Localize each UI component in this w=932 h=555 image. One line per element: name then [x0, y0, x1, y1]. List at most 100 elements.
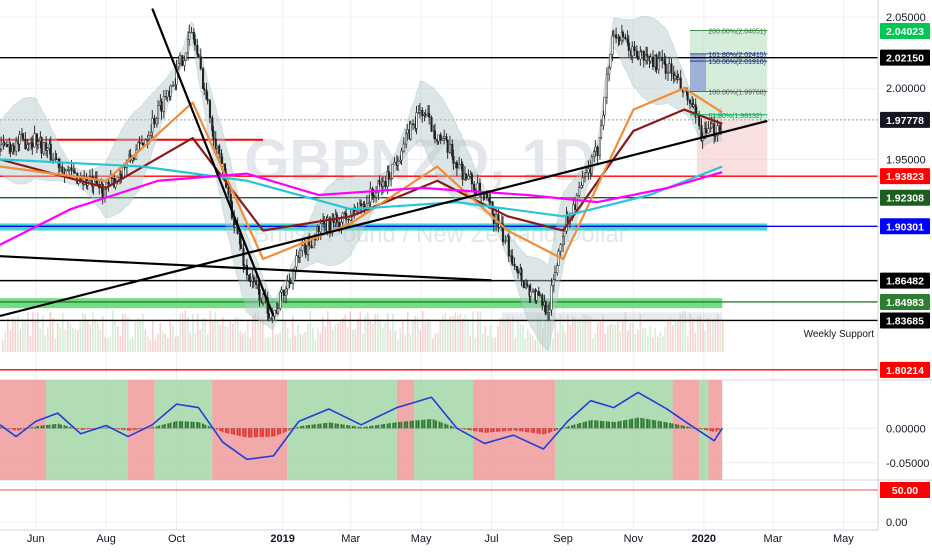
histogram-bar	[260, 428, 262, 437]
histogram-bar	[516, 428, 518, 430]
histogram-bar	[470, 428, 472, 430]
histogram-bar	[216, 428, 218, 429]
histogram-bar	[704, 428, 706, 430]
oscillator-region	[414, 380, 473, 480]
histogram-bar	[608, 422, 610, 429]
volume-bar	[145, 329, 147, 352]
volume-bar	[52, 318, 54, 352]
time-tick-label: 2019	[270, 533, 294, 545]
histogram-bar	[227, 428, 229, 433]
volume-bar	[630, 323, 632, 352]
volume-bar	[675, 319, 677, 352]
time-tick-label: 2020	[692, 533, 716, 545]
candle-body	[385, 181, 387, 186]
candle-body	[52, 159, 54, 160]
volume-bar	[417, 317, 419, 352]
histogram-bar	[162, 425, 164, 428]
candle-body	[562, 237, 564, 245]
time-tick-label: Mar	[764, 533, 783, 545]
histogram-bar	[550, 428, 552, 432]
histogram-bar	[438, 422, 440, 429]
histogram-bar	[219, 428, 221, 431]
volume-bar	[620, 331, 622, 352]
histogram-bar	[283, 428, 285, 433]
candle-body	[25, 139, 27, 149]
histogram-bar	[185, 421, 187, 428]
histogram-bar	[343, 425, 345, 429]
candle-body	[514, 264, 516, 266]
candle-body	[438, 135, 440, 141]
histogram-bar	[654, 420, 656, 428]
histogram-bar	[375, 425, 377, 428]
candle-body	[521, 269, 523, 281]
volume-bar	[642, 328, 644, 352]
histogram-bar	[671, 424, 673, 429]
candle-body	[230, 194, 232, 201]
volume-bar	[395, 331, 397, 352]
candle-body	[62, 167, 64, 172]
candle-body	[610, 55, 612, 68]
candle-body	[458, 164, 460, 168]
candle-body	[664, 61, 666, 64]
histogram-bar	[629, 419, 631, 428]
volume-bar	[215, 312, 217, 352]
volume-bar	[482, 334, 484, 352]
candle-body	[193, 32, 195, 39]
histogram-bar	[231, 428, 233, 434]
volume-bar	[450, 316, 452, 352]
volume-bar	[532, 336, 534, 352]
candle-body	[631, 47, 633, 56]
candle-body	[588, 169, 590, 173]
candle-body	[37, 142, 39, 145]
histogram-bar	[715, 428, 717, 431]
candle-body	[150, 132, 152, 135]
volume-bar	[32, 312, 34, 352]
volume-bar	[497, 326, 499, 352]
volume-bar	[320, 333, 322, 352]
candle-body	[248, 275, 250, 281]
candle-body	[133, 158, 135, 160]
volume-bar	[290, 338, 292, 352]
oscillator-region	[555, 380, 673, 480]
histogram-bar	[302, 426, 304, 429]
histogram-bar	[635, 418, 637, 428]
oscillator-tick-label: -0.05000	[886, 458, 929, 470]
candle-body	[511, 256, 513, 265]
volume-bar	[312, 328, 314, 352]
histogram-bar	[306, 425, 308, 428]
candle-body	[13, 146, 15, 151]
volume-bar	[192, 314, 194, 352]
histogram-bar	[348, 425, 350, 428]
candle-body	[421, 110, 423, 116]
volume-bar	[672, 325, 674, 352]
candle-body	[299, 250, 301, 257]
histogram-bar	[89, 428, 91, 429]
candle-body	[619, 37, 621, 40]
candle-body	[516, 266, 518, 270]
candle-body	[196, 45, 198, 54]
histogram-bar	[60, 425, 62, 429]
volume-bar	[480, 311, 482, 352]
histogram-bar	[372, 426, 374, 429]
histogram-bar	[187, 422, 189, 429]
time-tick-label: Sep	[553, 533, 573, 545]
candle-body	[296, 256, 298, 267]
histogram-bar	[660, 421, 662, 428]
candle-body	[678, 78, 680, 80]
histogram-bar	[54, 424, 56, 428]
price-badge-label: 2.02150	[886, 53, 924, 65]
histogram-bar	[444, 424, 446, 429]
volume-bar	[402, 319, 404, 352]
volume-bar	[715, 319, 717, 352]
volume-bar	[462, 318, 464, 352]
volume-bar	[555, 317, 557, 352]
volume-bar	[597, 323, 599, 352]
candle-body	[416, 113, 418, 129]
volume-bar	[35, 321, 37, 352]
candle-body	[10, 144, 12, 152]
histogram-bar	[591, 420, 593, 428]
histogram-bar	[202, 424, 204, 429]
candle-body	[600, 126, 602, 138]
volume-bar	[335, 325, 337, 352]
